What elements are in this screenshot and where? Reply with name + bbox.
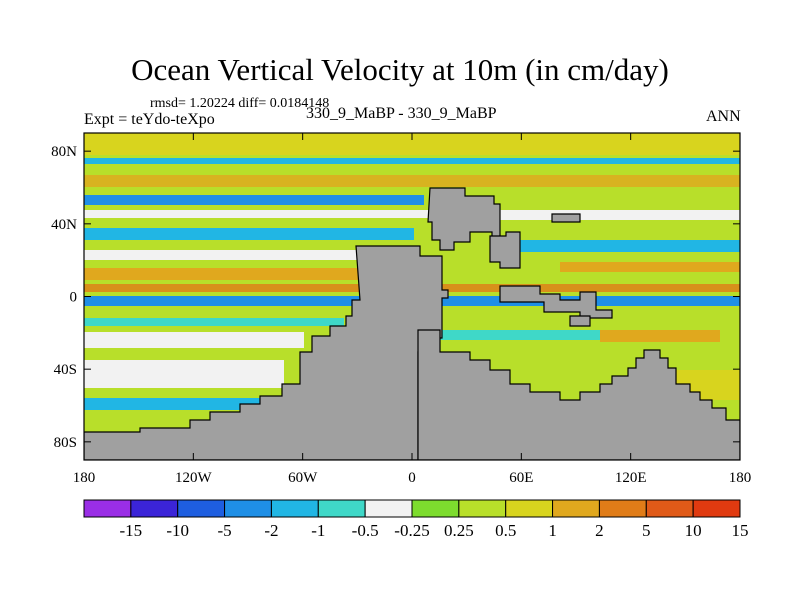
colorbar-label: -1 bbox=[311, 521, 325, 540]
field-band bbox=[520, 240, 740, 252]
field-band bbox=[84, 360, 284, 388]
land-southern bbox=[417, 329, 740, 460]
x-tick-label: 60E bbox=[509, 470, 533, 486]
land-island bbox=[489, 231, 521, 269]
experiment-names: 330_9_MaBP - 330_9_MaBP bbox=[306, 105, 497, 122]
colorbar-label: 5 bbox=[642, 521, 651, 540]
x-axis: 180 120W 60W 0 60E 120E 180 bbox=[73, 133, 752, 486]
field-band bbox=[440, 210, 740, 220]
colorbar-swatch bbox=[645, 499, 694, 518]
x-tick-label: 120W bbox=[175, 470, 213, 486]
experiment-label: Expt = teYdo-teXpo bbox=[84, 111, 215, 128]
y-tick-label: 0 bbox=[70, 290, 78, 306]
colorbar-swatch bbox=[130, 499, 179, 518]
colorbar-swatch bbox=[692, 499, 741, 518]
x-tick-label: 180 bbox=[73, 470, 96, 486]
chart-title: Ocean Vertical Velocity at 10m (in cm/da… bbox=[131, 52, 669, 87]
colorbar-label: 2 bbox=[595, 521, 604, 540]
field-band bbox=[84, 133, 740, 155]
colorbar-label: 1 bbox=[548, 521, 557, 540]
land-continent bbox=[84, 245, 449, 460]
field-band bbox=[440, 330, 600, 340]
field-band bbox=[84, 195, 424, 205]
colorbar-label: -0.25 bbox=[394, 521, 429, 540]
season-label: ANN bbox=[706, 108, 741, 125]
field-band bbox=[84, 228, 414, 240]
field-band bbox=[560, 262, 740, 272]
x-tick-label: 0 bbox=[408, 470, 416, 486]
land-island bbox=[499, 285, 613, 319]
field-band bbox=[84, 210, 444, 218]
field-band bbox=[600, 330, 720, 342]
field-band bbox=[84, 175, 740, 187]
map-field bbox=[84, 133, 740, 460]
colorbar-label: -2 bbox=[264, 521, 278, 540]
y-tick-label: 80N bbox=[51, 144, 77, 160]
y-axis: 80N 40N 0 40S 80S bbox=[51, 144, 740, 451]
colorbar-label: -5 bbox=[217, 521, 231, 540]
colorbar-label: 10 bbox=[685, 521, 702, 540]
field-band bbox=[84, 332, 304, 348]
colorbar-swatch bbox=[364, 499, 413, 518]
land-island bbox=[569, 315, 591, 327]
field-band bbox=[84, 318, 344, 326]
colorbar-swatch bbox=[224, 499, 272, 518]
y-tick-label: 40S bbox=[54, 362, 77, 378]
y-tick-label: 40N bbox=[51, 217, 77, 233]
colorbar-swatch bbox=[552, 499, 600, 518]
colorbar-swatch bbox=[177, 499, 226, 518]
x-tick-label: 120E bbox=[615, 470, 647, 486]
colorbar-swatch bbox=[270, 499, 319, 518]
stats-label: rmsd= 1.20224 diff= 0.0184148 bbox=[150, 96, 330, 111]
x-tick-label: 60W bbox=[288, 470, 318, 486]
colorbar-label: 0.5 bbox=[495, 521, 516, 540]
colorbar-label: -0.5 bbox=[352, 521, 379, 540]
colorbar-swatch bbox=[505, 499, 554, 518]
colorbar-label: 15 bbox=[732, 521, 749, 540]
land-eurasia bbox=[427, 187, 501, 251]
colorbar-swatch bbox=[598, 499, 647, 518]
field-band bbox=[84, 250, 394, 260]
field-band bbox=[84, 158, 740, 164]
colorbar-label: 0.25 bbox=[444, 521, 474, 540]
colorbar-swatch bbox=[317, 499, 366, 518]
land-island bbox=[551, 213, 581, 223]
colorbar-swatch bbox=[411, 499, 460, 518]
colorbar-label: -15 bbox=[120, 521, 143, 540]
y-tick-label: 80S bbox=[54, 435, 77, 451]
colorbar: -15 -10 -5 -2 -1 -0.5 -0.25 0.25 0.5 1 2 5 10 15 bbox=[83, 499, 749, 540]
colorbar-swatch bbox=[458, 499, 507, 518]
x-tick-label: 180 bbox=[729, 470, 752, 486]
colorbar-label: -10 bbox=[166, 521, 189, 540]
field-band bbox=[84, 268, 364, 280]
land-mask bbox=[84, 187, 740, 460]
colorbar-swatch bbox=[83, 499, 132, 518]
